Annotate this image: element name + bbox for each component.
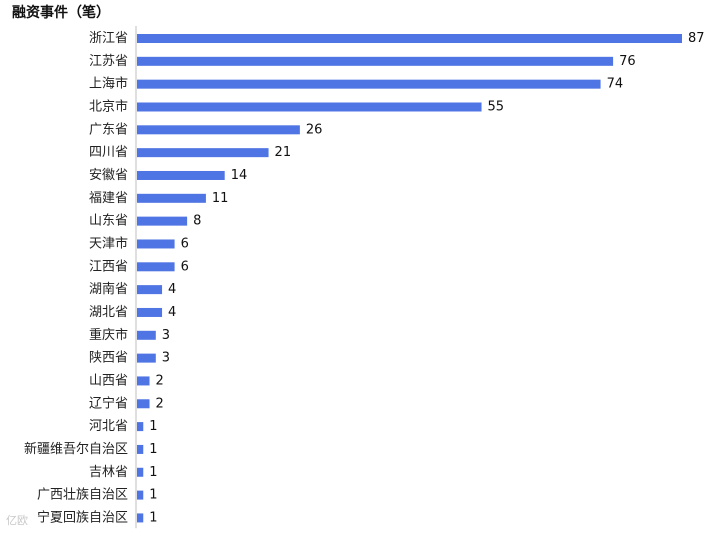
- bar: [137, 285, 163, 295]
- value-label: 1: [149, 510, 157, 525]
- bar: [137, 262, 175, 272]
- category-label: 北京市: [89, 98, 128, 114]
- bar: [137, 353, 156, 363]
- category-label: 辽宁省: [89, 395, 128, 411]
- category-label: 湖南省: [89, 281, 128, 297]
- category-label: 河北省: [89, 419, 128, 434]
- category-label: 天津市: [89, 235, 128, 251]
- bar: [137, 376, 150, 386]
- value-label: 1: [149, 488, 157, 503]
- bar: [137, 330, 156, 340]
- category-label: 四川省: [89, 145, 128, 160]
- value-label: 2: [156, 396, 164, 411]
- value-label: 74: [607, 77, 624, 92]
- bar: [137, 79, 601, 89]
- category-label: 广西壮族自治区: [37, 487, 128, 503]
- category-label: 广东省: [89, 122, 128, 137]
- value-label: 55: [488, 99, 505, 114]
- value-label: 1: [149, 419, 157, 434]
- category-label: 重庆市: [89, 327, 128, 343]
- category-label: 山西省: [89, 373, 128, 388]
- bar: [137, 56, 614, 66]
- bar: [137, 148, 269, 158]
- value-label: 6: [181, 259, 189, 274]
- category-label: 宁夏回族自治区: [37, 509, 128, 525]
- bar: [137, 34, 682, 43]
- category-label: 吉林省: [89, 465, 128, 480]
- category-label: 湖北省: [89, 305, 128, 320]
- value-label: 21: [275, 145, 292, 160]
- value-label: 6: [181, 236, 189, 251]
- bar: [137, 170, 225, 180]
- value-label: 14: [231, 168, 248, 183]
- category-label: 江西省: [89, 259, 128, 274]
- bar: [137, 490, 144, 500]
- value-label: 2: [156, 373, 164, 388]
- bar: [137, 216, 188, 226]
- value-label: 76: [619, 54, 636, 69]
- value-label: 8: [193, 214, 201, 229]
- value-label: 26: [306, 122, 323, 137]
- bar: [137, 399, 150, 409]
- bar: [137, 467, 144, 477]
- value-label: 4: [168, 305, 176, 320]
- watermark-text: 亿欧: [6, 514, 28, 527]
- value-label: 4: [168, 282, 176, 297]
- bar: [137, 444, 144, 454]
- value-label: 1: [149, 442, 157, 457]
- category-label: 山东省: [89, 214, 128, 229]
- bar: [137, 102, 482, 112]
- category-label: 福建省: [89, 191, 128, 206]
- category-label: 上海市: [89, 76, 128, 92]
- value-label: 3: [162, 328, 170, 343]
- category-label: 浙江省: [89, 31, 128, 46]
- bar: [137, 307, 163, 317]
- bar: [137, 422, 144, 432]
- bar: [137, 125, 300, 135]
- category-label: 安徽省: [89, 168, 128, 183]
- bar: [137, 513, 144, 523]
- value-label: 1: [149, 465, 157, 480]
- value-label: 11: [212, 191, 229, 206]
- bar: [137, 239, 175, 249]
- category-label: 新疆维吾尔自治区: [24, 441, 128, 457]
- chart-title: 融资事件（笔）: [12, 5, 110, 21]
- category-label: 江苏省: [89, 53, 128, 69]
- bar: [137, 193, 206, 203]
- value-label: 3: [162, 351, 170, 366]
- category-label: 陕西省: [89, 351, 128, 366]
- value-label: 87: [688, 31, 705, 46]
